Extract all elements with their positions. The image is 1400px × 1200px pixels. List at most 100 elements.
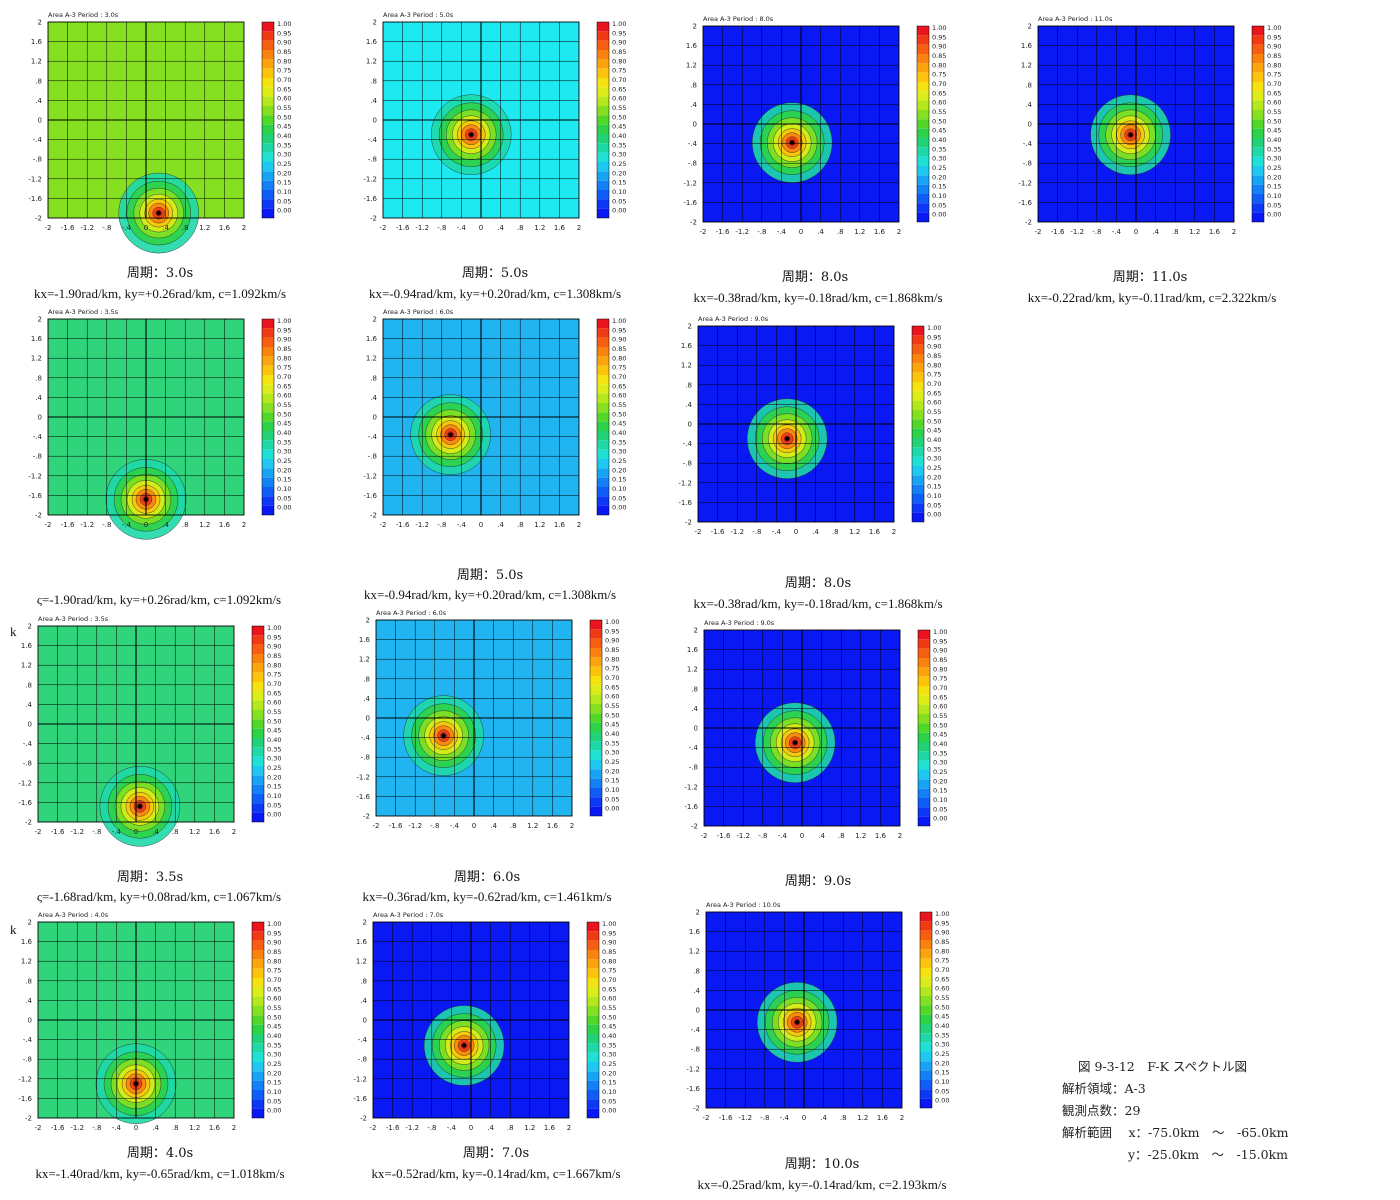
colorbar-label: 0.70	[612, 76, 626, 84]
colorbar-swatch	[252, 1099, 264, 1109]
x-tick-label: 1.2	[855, 832, 866, 840]
colorbar-swatch	[252, 691, 264, 701]
colorbar-swatch	[1252, 54, 1264, 64]
colorbar-label: 0.15	[933, 787, 947, 795]
colorbar-label: 0.40	[612, 132, 626, 140]
x-tick-label: .4	[162, 224, 169, 232]
colorbar-label: 0.60	[602, 995, 616, 1003]
x-tick-label: 1.6	[874, 228, 886, 236]
plot-frame	[382, 318, 580, 516]
x-tick-label: 2	[570, 822, 574, 830]
y-tick-label: -.4	[368, 136, 378, 144]
colorbar-swatch	[912, 466, 924, 476]
colorbar-swatch	[920, 1080, 932, 1090]
x-tick-label: -1.2	[405, 1124, 419, 1132]
colorbar-swatch	[262, 496, 274, 506]
colorbar-label: 0.30	[932, 155, 946, 163]
colorbar-label: 0.45	[267, 1023, 281, 1031]
colorbar-label: 0.05	[612, 197, 626, 205]
plot-frame	[372, 921, 570, 1119]
colorbar-swatch	[597, 124, 609, 134]
y-tick-label: -1.2	[683, 179, 697, 187]
y-tick-label: 1.6	[689, 928, 701, 936]
colorbar-label: 0.90	[927, 343, 941, 351]
colorbar-swatch	[912, 503, 924, 513]
colorbar-swatch	[262, 384, 274, 394]
y-tick-label: 1.6	[366, 335, 378, 343]
colorbar-swatch	[252, 1080, 264, 1090]
colorbar-swatch	[587, 1015, 599, 1025]
peak-marker	[469, 132, 474, 137]
y-tick-label: 0	[28, 721, 32, 729]
x-tick-label: 1.2	[199, 521, 210, 529]
colorbar-swatch	[597, 412, 609, 422]
plot-frame	[697, 325, 895, 523]
chart-title: Area A-3 Period : 4.0s	[38, 911, 109, 919]
chart-title: Area A-3 Period : 6.0s	[376, 609, 447, 617]
colorbar-swatch	[917, 44, 929, 54]
x-tick-label: -1.6	[717, 832, 731, 840]
colorbar-swatch	[920, 912, 932, 922]
fk-chart-svg: Area A-3 Period : 5.0s 2 1.6 1.2 .8 .4 0 -.4 -.8…	[363, 11, 626, 232]
colorbar-swatch	[917, 63, 929, 73]
colorbar-label: 0.30	[935, 1041, 949, 1049]
fk-panel: Area A-3 Period : 6.0s 2 1.6 1.2 .8 .4 0 -.4 -.8…	[355, 305, 645, 545]
plot-frame	[37, 625, 235, 823]
colorbar-swatch	[252, 1034, 264, 1044]
colorbar-swatch	[262, 459, 274, 469]
y-tick-label: -1.6	[683, 199, 697, 207]
colorbar-swatch	[262, 190, 274, 200]
x-tick-label: 1.6	[875, 832, 887, 840]
y-tick-label: 1.6	[31, 335, 43, 343]
y-tick-label: -.8	[33, 156, 42, 164]
colorbar-swatch	[920, 1061, 932, 1071]
fk-chart-svg: Area A-3 Period : 9.0s 2 1.6 1.2 .8 .4 0 -.4 -.8…	[678, 315, 941, 536]
x-tick-label: 0	[479, 224, 483, 232]
colorbar-swatch	[918, 676, 930, 686]
y-tick-label: 2	[696, 909, 700, 917]
y-tick-label: 0	[363, 1017, 367, 1025]
x-tick-label: 1.2	[524, 1124, 535, 1132]
y-tick-label: -1.2	[353, 1075, 367, 1083]
colorbar-label: 0.35	[602, 1041, 616, 1049]
colorbar-swatch	[1252, 100, 1264, 110]
colorbar-label: 0.25	[267, 1060, 281, 1068]
chart-title: Area A-3 Period : 5.0s	[383, 11, 454, 19]
chart-title: Area A-3 Period : 9.0s	[704, 619, 775, 627]
x-tick-label: -1.6	[1051, 228, 1065, 236]
colorbar-swatch	[587, 931, 599, 941]
colorbar-swatch	[587, 940, 599, 950]
colorbar-label: 0.40	[277, 132, 291, 140]
colorbar-swatch	[1252, 147, 1264, 157]
y-tick-label: 1.6	[359, 636, 371, 644]
fk-chart-svg: Area A-3 Period : 6.0s 2 1.6 1.2 .8 .4 0 -.4 -.8…	[356, 609, 619, 830]
x-tick-label: 0	[472, 822, 476, 830]
colorbar-swatch	[918, 770, 930, 780]
colorbar-label: 1.00	[612, 20, 626, 28]
x-tick-label: 1.2	[189, 1124, 200, 1132]
y-tick-label: 0	[1028, 121, 1032, 129]
colorbar-swatch	[920, 1024, 932, 1034]
y-tick-label: -1.6	[28, 492, 42, 500]
colorbar-swatch	[252, 1006, 264, 1016]
wavenumber-caption: ς=-1.90rad/km, ky=+0.26rad/km, c=1.092km…	[36, 592, 282, 607]
colorbar-label: 1.00	[267, 920, 281, 928]
y-tick-label: 0	[373, 117, 377, 125]
colorbar-swatch	[912, 391, 924, 401]
colorbar-swatch	[1252, 203, 1264, 213]
colorbar-label: 0.60	[612, 95, 626, 103]
y-tick-label: -2	[370, 512, 377, 520]
colorbar-label: 0.80	[927, 361, 941, 369]
colorbar-swatch	[587, 1034, 599, 1044]
colorbar-label: 0.35	[605, 739, 619, 747]
plot-frame	[47, 21, 245, 219]
colorbar-label: 0.15	[267, 1079, 281, 1087]
colorbar-label: 0.60	[277, 95, 291, 103]
colorbar-frame	[251, 625, 265, 823]
colorbar-label: 0.95	[277, 29, 291, 37]
colorbar-swatch	[597, 22, 609, 32]
x-tick-label: -2	[373, 822, 380, 830]
colorbar-swatch	[1252, 82, 1264, 92]
x-tick-label: -.4	[112, 828, 122, 836]
wavenumber-caption: kx=-0.38rad/km, ky=-0.18rad/km, c=1.868k…	[693, 596, 943, 611]
